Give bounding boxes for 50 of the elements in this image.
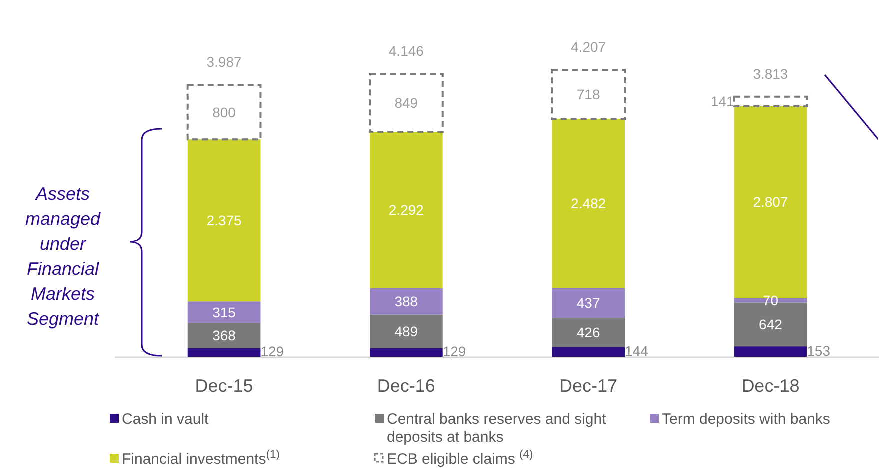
data-label: 144 [625, 343, 649, 360]
data-label: 368 [212, 328, 236, 344]
bar [188, 348, 261, 357]
data-label: 489 [394, 324, 418, 340]
x-tick-label: Dec-18 [742, 376, 800, 396]
bar [188, 302, 261, 324]
x-tick-label: Dec-15 [195, 376, 254, 396]
total-label: 4.146 [388, 43, 424, 60]
bar [370, 348, 443, 357]
bar [188, 323, 261, 348]
data-label: 800 [212, 104, 236, 120]
data-label: 141 [710, 94, 734, 110]
bar [370, 288, 443, 315]
bar [552, 118, 625, 288]
total-label: 4.207 [571, 39, 606, 55]
legend-label: Financial investments$^{(1)}$ [122, 449, 280, 468]
data-label: 2.807 [753, 194, 788, 210]
data-label: 426 [576, 324, 600, 341]
data-label: 849 [394, 95, 418, 112]
bar [734, 346, 808, 357]
legend-label: Term deposits with banks [662, 411, 830, 428]
x-tick-label: Dec-17 [560, 376, 618, 396]
bar [552, 288, 625, 318]
data-label: 642 [759, 316, 783, 333]
legend-label: ECB eligible claims $^{(4)}$ [387, 449, 534, 468]
legend-label: Cash in vault [122, 411, 210, 428]
data-label: 388 [394, 294, 418, 310]
bar [551, 69, 626, 120]
data-label: 315 [212, 304, 236, 320]
data-label: 129 [442, 344, 466, 360]
text: Assets managed under Financial Markets Segment [25, 184, 102, 329]
total-label: 3.813 [753, 66, 788, 82]
bar [369, 73, 444, 134]
bar [370, 132, 443, 288]
bar [188, 140, 261, 302]
data-label: 2.375 [206, 212, 242, 229]
data-label: 2.292 [388, 202, 424, 218]
legend-label: Central banks reserves and sight deposits at banks [387, 411, 608, 446]
data-label: 437 [576, 295, 600, 312]
bar [552, 318, 625, 348]
data-label: 129 [260, 344, 284, 360]
bar [733, 96, 808, 108]
data-label: 2.482 [571, 196, 606, 212]
bar [370, 314, 443, 348]
data-label: 718 [576, 86, 600, 102]
bar [552, 347, 625, 357]
bar [186, 84, 262, 141]
data-label: 153 [807, 342, 831, 359]
total-label: 3.987 [206, 54, 242, 70]
x-tick-label: Dec-16 [377, 376, 436, 396]
